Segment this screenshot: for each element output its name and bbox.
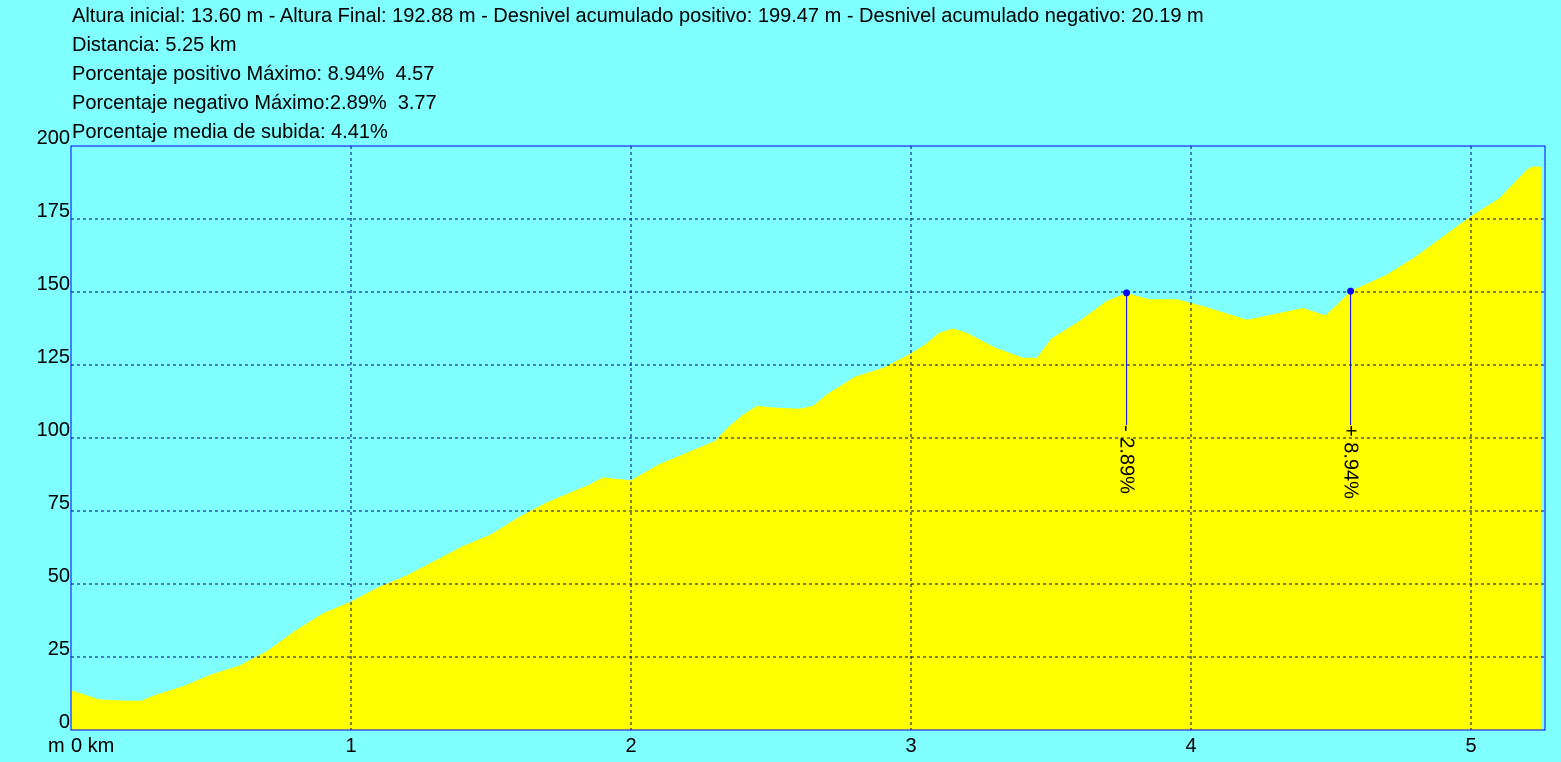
x-tick-label: 1 bbox=[345, 735, 356, 757]
header-line: Distancia: 5.25 km bbox=[72, 34, 237, 56]
annotation-label: + 8.94% bbox=[1340, 425, 1362, 499]
x-tick-label: 2 bbox=[625, 735, 636, 757]
y-tick-label: 100 bbox=[37, 419, 70, 441]
y-tick-label: 200 bbox=[37, 127, 70, 149]
header-line: Porcentaje negativo Máximo:2.89% 3.77 bbox=[72, 92, 437, 114]
y-tick-label: 125 bbox=[37, 346, 70, 368]
header-line: Altura inicial: 13.60 m - Altura Final: … bbox=[72, 5, 1204, 27]
y-tick-label: 0 bbox=[59, 711, 70, 733]
x-tick-label: 5 bbox=[1465, 735, 1476, 757]
x-tick-label: 0 km bbox=[71, 735, 114, 757]
y-axis-label: m bbox=[48, 735, 65, 757]
annotation-point bbox=[1123, 289, 1131, 297]
y-tick-label: 75 bbox=[48, 492, 70, 514]
header-line: Porcentaje positivo Máximo: 8.94% 4.57 bbox=[72, 63, 434, 85]
y-tick-label: 150 bbox=[37, 273, 70, 295]
plot-border bbox=[70, 145, 1546, 731]
x-tick-label: 3 bbox=[905, 735, 916, 757]
header-line: Porcentaje media de subida: 4.41% bbox=[72, 121, 388, 143]
elevation-area bbox=[71, 166, 1541, 730]
y-tick-label: 25 bbox=[48, 638, 70, 660]
annotation-label: - 2.89% bbox=[1116, 425, 1138, 494]
annotation-point bbox=[1347, 287, 1355, 295]
y-tick-label: 50 bbox=[48, 565, 70, 587]
x-tick-label: 4 bbox=[1185, 735, 1196, 757]
y-tick-label: 175 bbox=[37, 200, 70, 222]
